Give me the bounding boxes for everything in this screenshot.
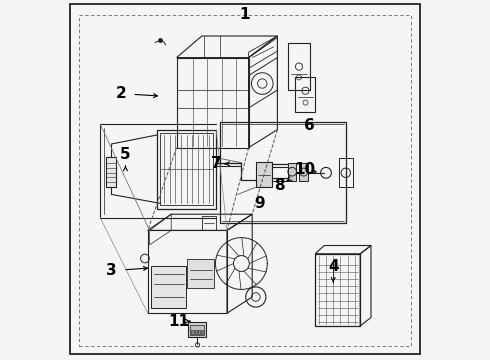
Text: 9: 9 bbox=[254, 196, 265, 211]
Bar bbox=[187, 259, 215, 288]
Bar bbox=[106, 157, 117, 187]
Bar bbox=[288, 163, 296, 181]
Text: 11: 11 bbox=[168, 314, 189, 329]
Bar bbox=[288, 43, 310, 90]
Text: 6: 6 bbox=[304, 118, 315, 134]
Text: 10: 10 bbox=[294, 162, 315, 177]
Text: 4: 4 bbox=[328, 259, 339, 274]
Text: 7: 7 bbox=[211, 156, 221, 171]
Bar bbox=[256, 162, 272, 187]
Bar bbox=[151, 266, 186, 308]
Bar bbox=[190, 325, 204, 335]
Text: 3: 3 bbox=[106, 263, 117, 278]
Bar bbox=[201, 330, 203, 334]
Text: 2: 2 bbox=[116, 86, 126, 101]
Bar bbox=[192, 330, 194, 334]
Text: 1: 1 bbox=[240, 7, 250, 22]
Bar bbox=[188, 322, 206, 337]
Bar bbox=[315, 254, 360, 326]
Text: 5: 5 bbox=[120, 147, 131, 162]
Bar bbox=[299, 163, 308, 181]
Bar bbox=[198, 330, 200, 334]
Text: 8: 8 bbox=[274, 178, 285, 193]
Bar bbox=[295, 77, 315, 112]
Bar bbox=[195, 330, 197, 334]
